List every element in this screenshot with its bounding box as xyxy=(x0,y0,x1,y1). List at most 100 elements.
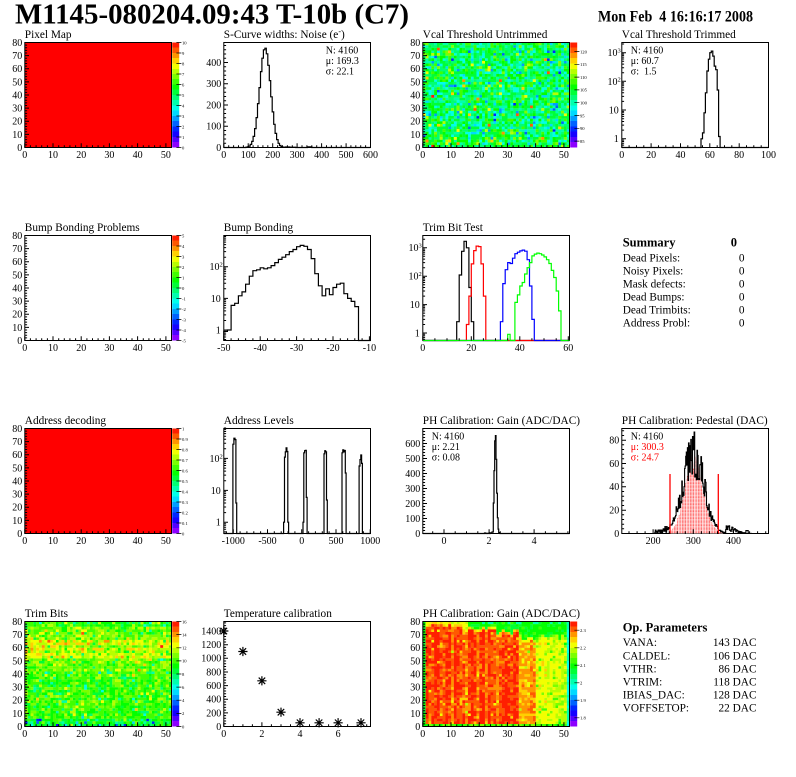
svg-text:70: 70 xyxy=(12,437,22,448)
svg-text:0.7: 0.7 xyxy=(182,458,188,463)
svg-text:40: 40 xyxy=(609,482,619,493)
svg-text:40: 40 xyxy=(12,90,22,101)
svg-text:10: 10 xyxy=(446,150,456,161)
svg-text:20: 20 xyxy=(609,506,619,517)
svg-text:800: 800 xyxy=(206,667,221,678)
svg-text:Bump Bonding Problems: Bump Bonding Problems xyxy=(25,222,140,234)
svg-text:60: 60 xyxy=(12,643,22,654)
svg-text:22 DAC: 22 DAC xyxy=(719,702,757,714)
svg-text:4: 4 xyxy=(182,698,185,703)
svg-text:200: 200 xyxy=(405,499,420,510)
svg-text:120: 120 xyxy=(580,49,588,54)
svg-text:Temperature calibration: Temperature calibration xyxy=(224,608,332,620)
svg-text:2: 2 xyxy=(182,711,185,716)
svg-text:102: 102 xyxy=(210,262,223,274)
svg-text:300: 300 xyxy=(405,484,420,495)
svg-text:0.1: 0.1 xyxy=(182,521,188,526)
svg-text:10: 10 xyxy=(12,516,22,527)
svg-text:5: 5 xyxy=(182,233,185,238)
svg-text:60: 60 xyxy=(563,343,573,354)
svg-text:10: 10 xyxy=(211,294,221,305)
svg-text:86 DAC: 86 DAC xyxy=(719,663,757,675)
svg-text:0: 0 xyxy=(619,150,624,161)
svg-text:N: 4160: N: 4160 xyxy=(631,46,664,57)
svg-text:0: 0 xyxy=(182,286,185,291)
svg-text:30: 30 xyxy=(12,490,22,501)
svg-text:16: 16 xyxy=(182,619,187,624)
svg-text:-2: -2 xyxy=(182,307,187,312)
svg-text:4: 4 xyxy=(298,729,303,740)
svg-text:0: 0 xyxy=(22,536,27,547)
svg-text:N: 4160: N: 4160 xyxy=(432,432,465,443)
svg-text:Bump Bonding: Bump Bonding xyxy=(224,222,294,234)
svg-text:60: 60 xyxy=(410,643,420,654)
svg-text:0: 0 xyxy=(17,529,22,540)
svg-text:8: 8 xyxy=(182,672,185,677)
svg-text:2: 2 xyxy=(182,124,185,129)
svg-text:-40: -40 xyxy=(254,343,267,354)
svg-text:Vcal Threshold Untrimmed: Vcal Threshold Untrimmed xyxy=(423,29,548,41)
svg-text:200: 200 xyxy=(206,708,221,719)
svg-text:50: 50 xyxy=(559,150,569,161)
svg-text:M1145-080204.09:43 T-10b (C7): M1145-080204.09:43 T-10b (C7) xyxy=(15,0,409,31)
svg-text:400: 400 xyxy=(726,536,741,547)
svg-text:40: 40 xyxy=(515,343,525,354)
svg-text:0: 0 xyxy=(739,305,745,317)
svg-text:40: 40 xyxy=(133,729,143,740)
svg-text:1200: 1200 xyxy=(201,640,221,651)
svg-text:40: 40 xyxy=(410,669,420,680)
svg-text:8: 8 xyxy=(182,61,185,66)
svg-text:300: 300 xyxy=(686,536,701,547)
svg-text:50: 50 xyxy=(12,656,22,667)
svg-text:60: 60 xyxy=(410,64,420,75)
svg-text:1: 1 xyxy=(182,426,185,431)
svg-text:100: 100 xyxy=(405,514,420,525)
svg-text:80: 80 xyxy=(12,38,22,49)
svg-text:50: 50 xyxy=(161,536,171,547)
svg-text:2: 2 xyxy=(487,536,492,547)
svg-text:20: 20 xyxy=(474,150,484,161)
svg-text:200: 200 xyxy=(265,150,280,161)
svg-text:143 DAC: 143 DAC xyxy=(713,637,757,649)
svg-text:50: 50 xyxy=(410,656,420,667)
svg-text:103: 103 xyxy=(409,243,422,255)
svg-text:2: 2 xyxy=(259,729,264,740)
svg-text:90: 90 xyxy=(580,126,585,131)
svg-text:10: 10 xyxy=(12,709,22,720)
svg-text:0: 0 xyxy=(216,143,221,154)
svg-text:0: 0 xyxy=(739,291,745,303)
svg-text:μ: 169.3: μ: 169.3 xyxy=(326,56,359,67)
svg-text:400: 400 xyxy=(206,695,221,706)
svg-text:106 DAC: 106 DAC xyxy=(713,650,757,662)
svg-text:70: 70 xyxy=(12,51,22,62)
svg-text:70: 70 xyxy=(410,630,420,641)
svg-text:2.1: 2.1 xyxy=(580,663,586,668)
svg-text:PH Calibration: Gain (ADC/DAC): PH Calibration: Gain (ADC/DAC) xyxy=(423,608,580,620)
svg-text:20: 20 xyxy=(76,343,86,354)
svg-text:20: 20 xyxy=(12,310,22,321)
svg-text:600: 600 xyxy=(405,439,420,450)
svg-text:20: 20 xyxy=(76,536,86,547)
svg-text:0: 0 xyxy=(182,531,185,536)
svg-text:VTHR:: VTHR: xyxy=(623,663,657,675)
svg-text:Op. Parameters: Op. Parameters xyxy=(623,621,708,635)
svg-text:σ: 0.08: σ: 0.08 xyxy=(432,453,460,464)
svg-text:40: 40 xyxy=(12,476,22,487)
svg-text:VTRIM:: VTRIM: xyxy=(623,676,663,688)
svg-text:Mon Feb 4 16:16:17 2008: Mon Feb 4 16:16:17 2008 xyxy=(598,9,753,26)
svg-text:-30: -30 xyxy=(290,343,303,354)
svg-text:0.8: 0.8 xyxy=(182,447,188,452)
svg-text:3: 3 xyxy=(182,114,185,119)
svg-text:μ: 300.3: μ: 300.3 xyxy=(631,442,664,453)
svg-text:80: 80 xyxy=(734,150,744,161)
svg-text:Dead Pixels:: Dead Pixels: xyxy=(623,252,680,264)
svg-text:1.8: 1.8 xyxy=(580,716,586,721)
svg-text:100: 100 xyxy=(206,122,221,133)
svg-text:4: 4 xyxy=(532,536,537,547)
svg-text:σ: 22.1: σ: 22.1 xyxy=(326,67,354,78)
svg-text:Trim Bit Test: Trim Bit Test xyxy=(423,222,484,234)
svg-text:μ: 60.7: μ: 60.7 xyxy=(631,56,659,67)
svg-text:30: 30 xyxy=(502,150,512,161)
svg-text:103: 103 xyxy=(608,48,621,60)
svg-text:1: 1 xyxy=(182,135,185,140)
